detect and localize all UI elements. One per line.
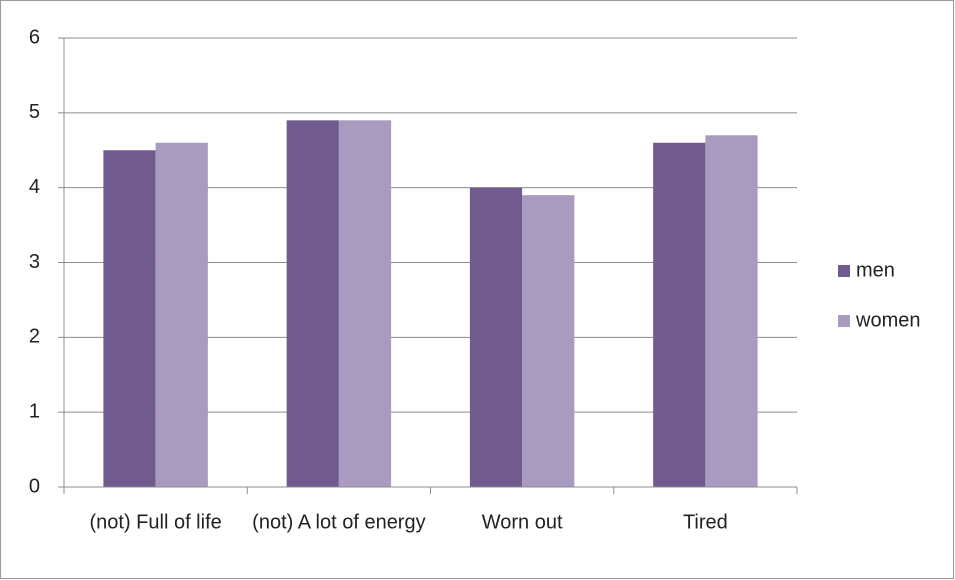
bar — [338, 120, 392, 488]
x-tick-label: Worn out — [482, 511, 563, 533]
x-tick-label: (not) Full of life — [89, 511, 221, 533]
bar — [705, 135, 758, 488]
y-tick-label: 4 — [29, 176, 40, 198]
y-tick-label: 2 — [29, 326, 40, 348]
y-tick-label: 0 — [29, 475, 40, 497]
legend-label: men — [856, 259, 895, 281]
legend-label: women — [855, 309, 920, 331]
bar — [522, 195, 575, 487]
bar — [103, 150, 156, 487]
y-tick-label: 1 — [29, 400, 40, 422]
legend-swatch — [838, 265, 850, 277]
bar — [286, 120, 339, 488]
x-tick-label: (not) A lot of energy — [252, 511, 425, 533]
legend-swatch — [838, 315, 850, 327]
bar — [469, 187, 523, 487]
x-tick-label: Tired — [683, 511, 728, 533]
bar — [155, 142, 208, 487]
y-tick-label: 3 — [29, 251, 40, 273]
y-tick-label: 6 — [29, 26, 40, 48]
y-tick-label: 5 — [29, 101, 40, 123]
bar — [653, 142, 706, 487]
